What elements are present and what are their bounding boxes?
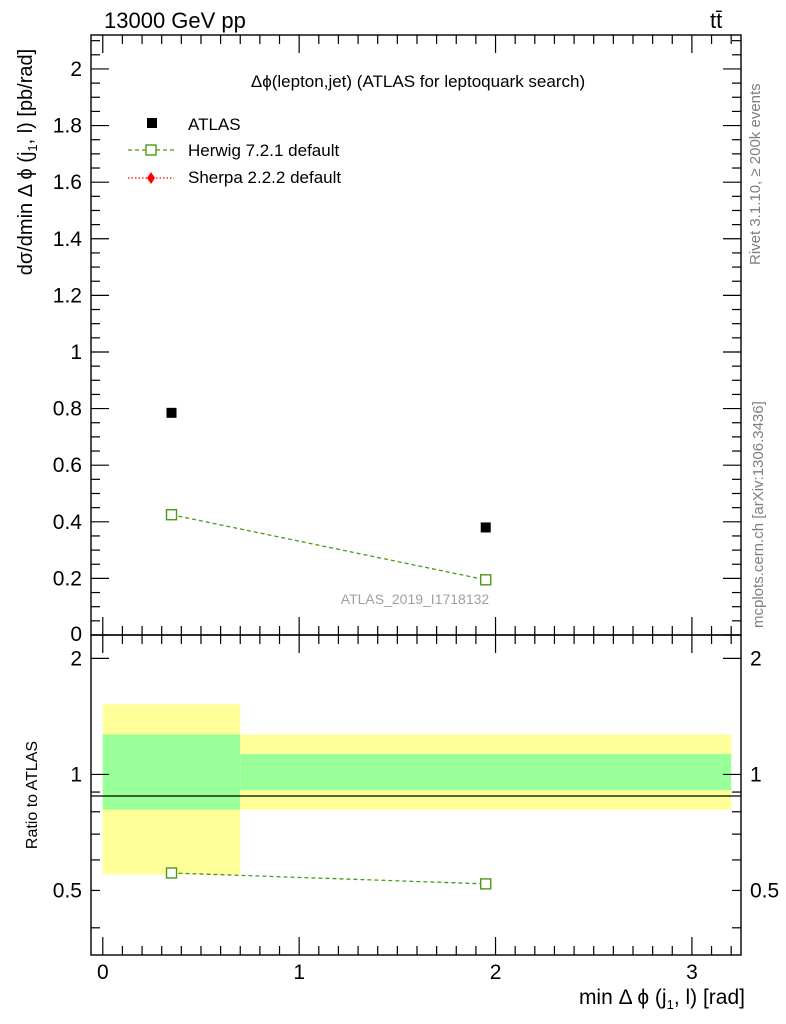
energy-label: 13000 GeV pp [104, 8, 246, 33]
x-tick-label: 1 [293, 961, 305, 984]
ratio-x-ticks: 0 1 2 3 [97, 635, 732, 984]
legend-sherpa-marker [147, 172, 155, 184]
atlas-data-point [166, 407, 177, 418]
herwig-data-point [165, 509, 178, 521]
legend-atlas-label: ATLAS [188, 115, 241, 134]
ratio-data-marks [165, 867, 492, 890]
main-y-tick-label: 1.8 [53, 115, 82, 138]
x-tick-label: 3 [686, 961, 698, 984]
legend-atlas-marker [147, 118, 157, 128]
main-y-tick-label: 1.6 [53, 171, 82, 194]
plot-title: Δϕ(lepton,jet) (ATLAS for leptoquark sea… [251, 72, 585, 91]
main-y-tick-label: 2 [70, 58, 82, 81]
x-axis-label: min Δ ϕ (j1, l) [rad] [579, 986, 745, 1012]
main-y-ticks: 0.2 0.4 0.6 0.8 1 1.2 1.4 1.6 1.8 2 0 [53, 40, 741, 646]
atlas-data-point [480, 522, 491, 533]
analysis-watermark: ATLAS_2019_I1718132 [341, 591, 490, 607]
legend-herwig-label: Herwig 7.2.1 default [188, 141, 339, 160]
legend: ATLAS Herwig 7.2.1 default Sherpa 2.2.2 … [128, 115, 341, 187]
ratio-y-tick-label-right: 1 [750, 763, 762, 786]
ratio-y-tick-label-right: 2 [750, 647, 762, 670]
main-y-tick-label: 1.2 [53, 284, 82, 307]
legend-sherpa-label: Sherpa 2.2.2 default [188, 168, 341, 187]
ratio-panel: 0.5 0.5 1 1 2 2 0 1 2 3 Ratio to ATLAS min Δ ϕ (… [24, 634, 779, 1012]
x-tick-label: 0 [97, 961, 109, 984]
mcplots-label: mcplots.cern.ch [arXiv:1306.3436] [750, 401, 767, 628]
main-y-tick-label: 0.4 [53, 511, 83, 534]
main-data-marks [165, 407, 492, 586]
ratio-y-tick-label: 0.5 [53, 879, 82, 902]
main-x-ticks [102, 35, 732, 635]
herwig-line [171, 514, 486, 581]
legend-entry-sherpa: Sherpa 2.2.2 default [128, 168, 341, 187]
main-panel: 0.2 0.4 0.6 0.8 1 1.2 1.4 1.6 1.8 2 0 Δϕ(lepton,je… [15, 34, 742, 646]
rivet-label: Rivet 3.1.10, ≥ 200k events [747, 83, 764, 265]
ratio-y-tick-label-right: 0.5 [750, 879, 779, 902]
main-y-tick-label: 1 [70, 341, 82, 364]
herwig-data-point [480, 574, 492, 586]
stat-uncertainty-band [240, 753, 732, 791]
main-y-tick-label: 1.4 [53, 228, 83, 251]
stat-uncertainty-band [102, 734, 241, 810]
process-label: tt̄ [710, 8, 722, 33]
main-y-tick-label: 0.6 [53, 454, 82, 477]
herwig-ratio-point [480, 878, 492, 890]
ratio-y-ticks: 0.5 0.5 1 1 2 2 [53, 647, 779, 929]
main-y-tick-label: 0.2 [53, 567, 82, 590]
legend-entry-atlas: ATLAS [147, 115, 241, 134]
legend-herwig-marker [145, 144, 157, 156]
x-tick-label: 2 [490, 961, 502, 984]
ratio-y-tick-label: 2 [70, 647, 82, 670]
main-y-tick-label: 0.8 [53, 398, 82, 421]
legend-entry-herwig: Herwig 7.2.1 default [128, 141, 339, 160]
ratio-plot-frame [90, 634, 742, 956]
main-y-tick-label: 0 [70, 623, 82, 646]
ratio-y-axis-label: Ratio to ATLAS [24, 741, 41, 849]
ratio-bands [102, 704, 732, 875]
ratio-y-tick-label: 1 [70, 763, 82, 786]
herwig-ratio-line [171, 872, 486, 885]
main-y-axis-label: dσ/dmin Δ ϕ (j1, l) [pb/rad] [15, 49, 40, 275]
herwig-ratio-point [165, 867, 178, 879]
